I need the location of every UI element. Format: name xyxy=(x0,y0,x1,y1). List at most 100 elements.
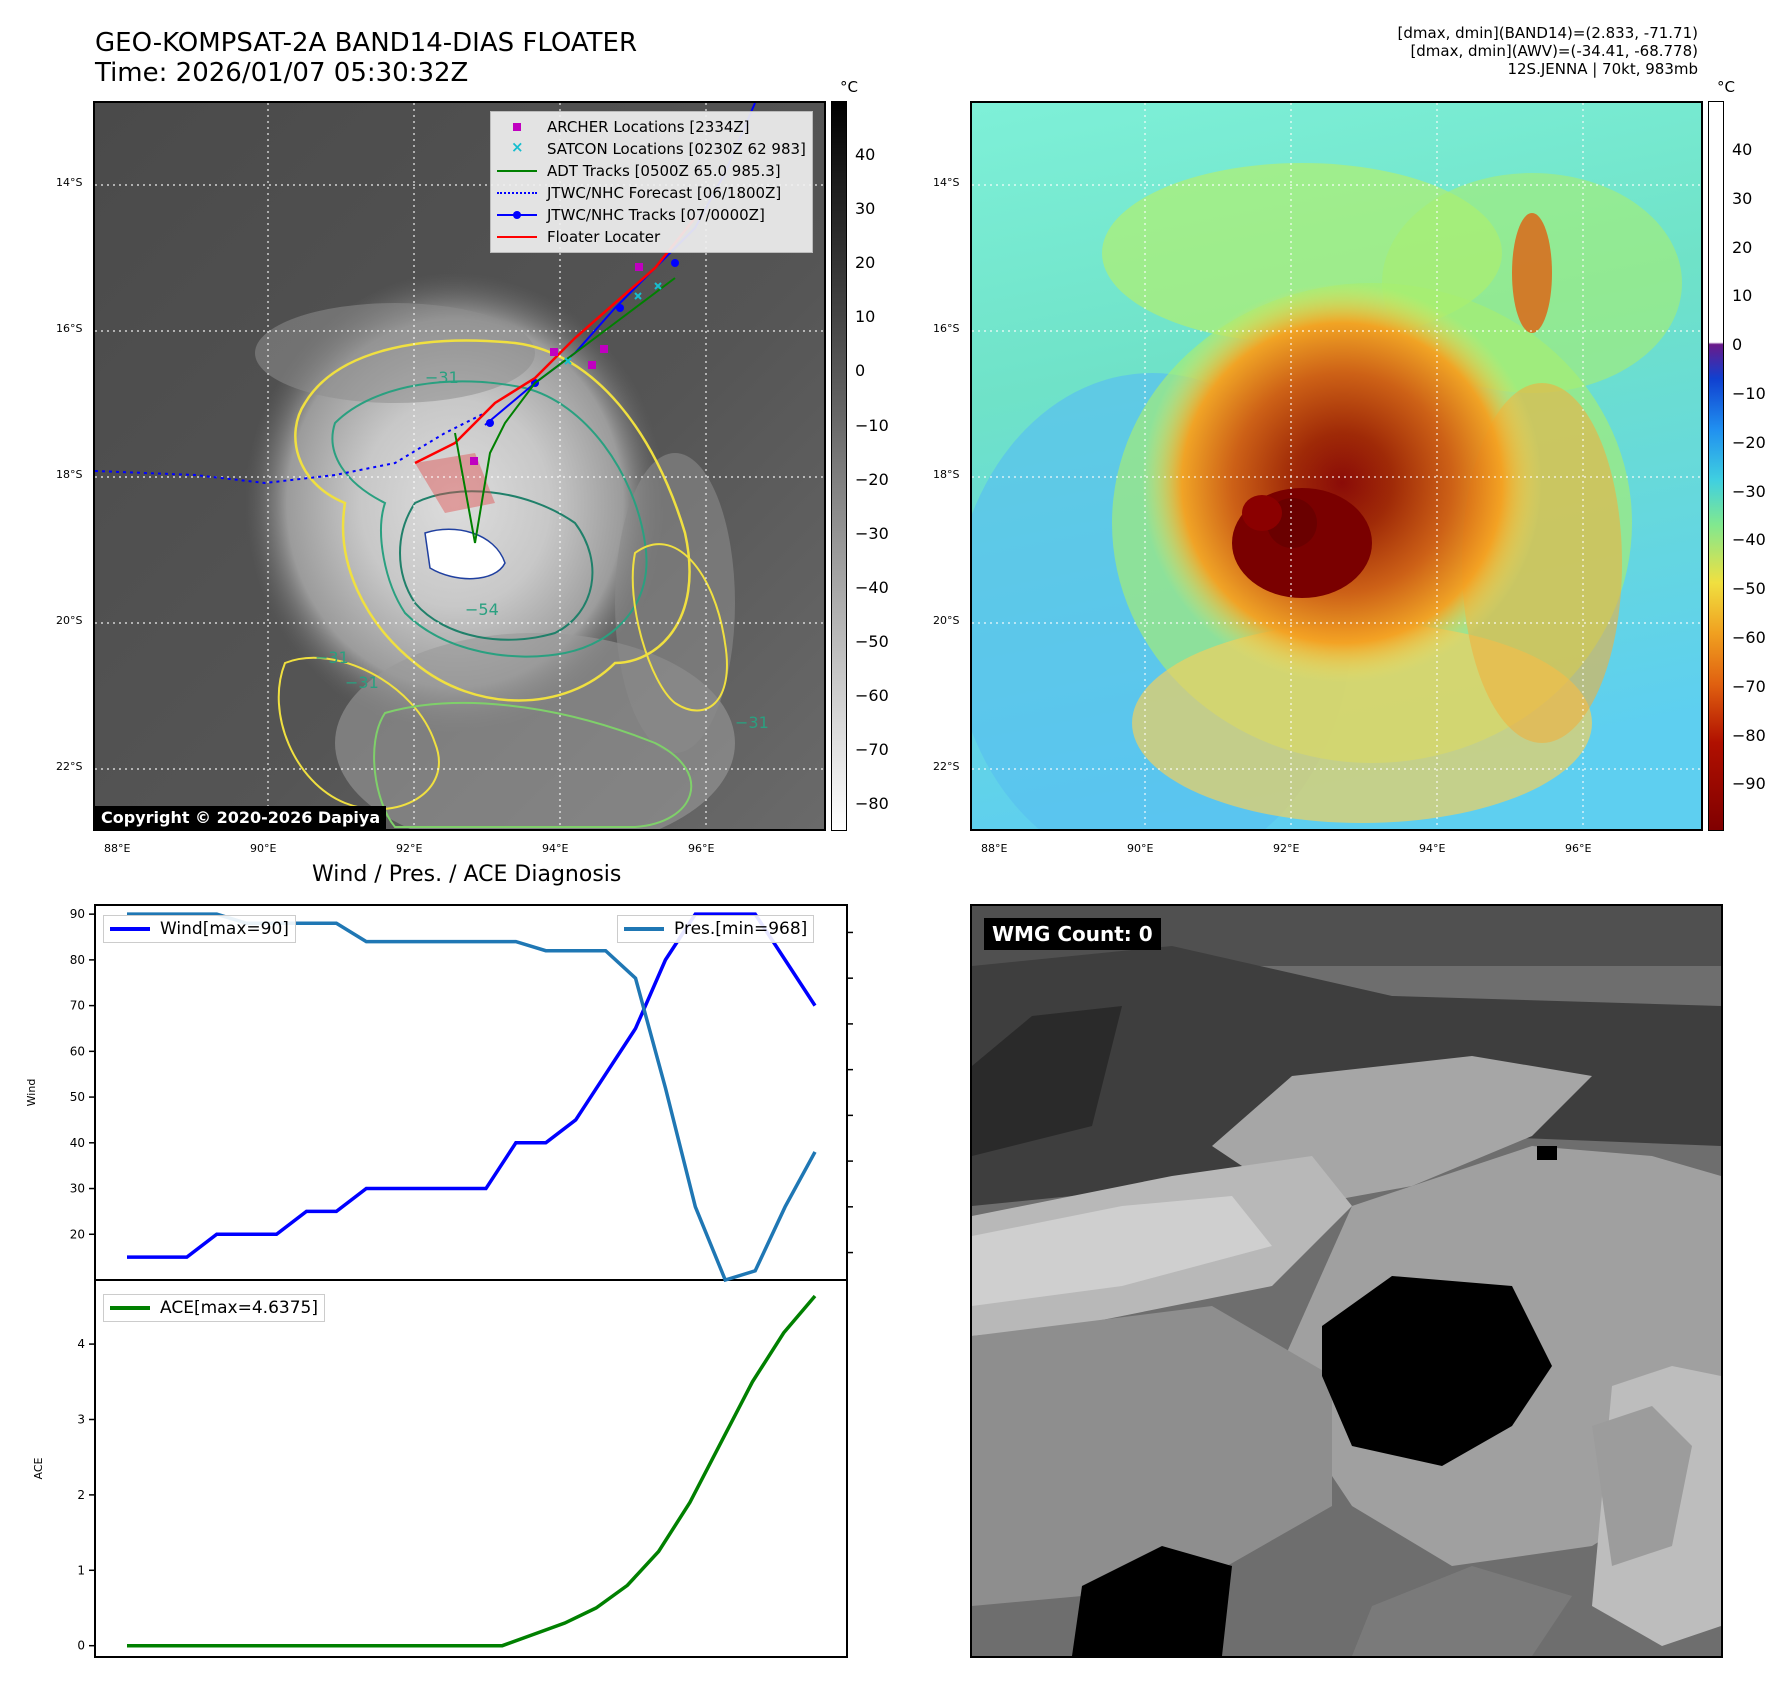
color-colorbar-tick-label: −80 xyxy=(1732,725,1766,745)
pressure-legend-label: Pres.[min=968] xyxy=(674,919,808,939)
ir-colorbar-tick-label: −10 xyxy=(855,415,889,435)
legend-label: SATCON Locations [0230Z 62 983] xyxy=(547,140,806,158)
ir-map-panel: −31 −54 −31 −31 −31 xyxy=(93,101,826,831)
ir-lat-label: 18°S xyxy=(56,468,83,481)
color-colorbar-tick-label: 0 xyxy=(1732,335,1743,355)
wind-tick-label: 70 xyxy=(70,999,85,1013)
color-colorbar-tick-label: −10 xyxy=(1732,384,1766,403)
legend-swatch-square-icon xyxy=(497,120,537,134)
ir-lon-label: 92°E xyxy=(396,842,423,855)
color-lon-label: 94°E xyxy=(1419,842,1446,855)
ir-lon-label: 94°E xyxy=(542,842,569,855)
title-line-1: GEO-KOMPSAT-2A BAND14-DIAS FLOATER xyxy=(95,28,638,58)
ace-axes-frame xyxy=(94,1279,848,1658)
ir-colorbar xyxy=(831,101,847,831)
title-line-2: Time: 2026/01/07 05:30:32Z xyxy=(95,58,469,88)
ace-tick-label: 2 xyxy=(77,1488,85,1502)
stats-header: [dmax, dmin](BAND14)=(2.833, -71.71) [dm… xyxy=(1398,24,1698,78)
ace-tick-label: 0 xyxy=(77,1639,85,1653)
contour-label-1: −31 xyxy=(425,368,459,387)
ir-lon-label: 96°E xyxy=(688,842,715,855)
stats-line-3: 12S.JENNA | 70kt, 983mb xyxy=(1507,60,1698,78)
stats-line-2: [dmax, dmin](AWV)=(-34.41, -68.778) xyxy=(1410,42,1698,60)
contour-label-3: −31 xyxy=(315,648,349,667)
color-lat-label: 14°S xyxy=(933,176,960,189)
page-title: GEO-KOMPSAT-2A BAND14-DIAS FLOATER Time:… xyxy=(95,28,637,88)
legend-swatch-line-icon xyxy=(497,230,537,244)
wind-tick-label: 60 xyxy=(70,1044,85,1058)
wind-legend-label: Wind[max=90] xyxy=(160,919,289,939)
color-colorbar-tick-label: 10 xyxy=(1732,286,1753,306)
ir-lon-label: 88°E xyxy=(104,842,131,855)
ace-legend-line-icon xyxy=(110,1306,150,1310)
color-colorbar-tick-label: −40 xyxy=(1732,530,1766,550)
color-colorbar-tick-label: −20 xyxy=(1732,432,1766,452)
contour-label-5: −31 xyxy=(735,713,769,732)
wind-legend-line-icon xyxy=(110,927,150,931)
ace-legend: ACE[max=4.6375] xyxy=(103,1294,325,1322)
color-colorbar-tick-label: −50 xyxy=(1732,579,1766,599)
ace-tick-label: 3 xyxy=(77,1412,85,1426)
diagnosis-chart: 2030405060708090970975980985990995100010… xyxy=(25,904,853,1658)
color-lon-label: 96°E xyxy=(1565,842,1592,855)
color-colorbar-tick-label: −70 xyxy=(1732,676,1766,696)
ir-colorbar-tick-label: −50 xyxy=(855,631,889,651)
ir-colorbar-tick-label: 20 xyxy=(855,253,876,273)
wind-tick-label: 20 xyxy=(70,1227,85,1241)
wind-series-line xyxy=(127,912,817,1259)
wind-tick-label: 80 xyxy=(70,953,85,967)
wind-tick-label: 90 xyxy=(70,907,85,921)
ir-colorbar-tick-label: 30 xyxy=(855,199,876,219)
color-colorbar-tick-label: 30 xyxy=(1732,188,1753,208)
color-colorbar xyxy=(1708,101,1724,831)
legend-label: JTWC/NHC Tracks [07/0000Z] xyxy=(547,206,765,224)
ir-lat-label: 16°S xyxy=(56,322,83,335)
legend-label: ARCHER Locations [2334Z] xyxy=(547,118,750,136)
stats-line-1: [dmax, dmin](BAND14)=(2.833, -71.71) xyxy=(1397,24,1698,42)
legend-item-adt: ADT Tracks [0500Z 65.0 985.3] xyxy=(497,160,806,182)
wmg-image xyxy=(972,906,1721,1656)
color-colorbar-tick-label: 20 xyxy=(1732,237,1753,257)
legend-swatch-dotted-icon xyxy=(497,186,537,200)
ace-axis-label: ACE xyxy=(32,1457,45,1479)
ir-colorbar-tick-label: −30 xyxy=(855,523,889,543)
pressure-series-line xyxy=(127,912,817,1283)
wind-tick-label: 40 xyxy=(70,1136,85,1150)
ir-colorbar-tick-label: −60 xyxy=(855,686,889,705)
legend-label: Floater Locater xyxy=(547,228,661,246)
legend-item-forecast: JTWC/NHC Forecast [06/1800Z] xyxy=(497,182,806,204)
color-lon-label: 92°E xyxy=(1273,842,1300,855)
color-lon-label: 88°E xyxy=(981,842,1008,855)
wind-legend: Wind[max=90] xyxy=(103,915,296,943)
wmg-panel: WMG Count: 0 xyxy=(970,904,1723,1658)
color-colorbar-tick-label: 40 xyxy=(1732,140,1753,159)
color-colorbar-unit: °C xyxy=(1717,78,1735,96)
ir-colorbar-tick-label: −70 xyxy=(855,740,889,760)
ir-lat-label: 20°S xyxy=(56,614,83,627)
ir-colorbar-tick-label: 10 xyxy=(855,307,876,327)
color-ir-image xyxy=(972,103,1701,829)
contour-label-2: −54 xyxy=(465,600,499,619)
ace-tick-label: 4 xyxy=(77,1337,85,1351)
wind-tick-label: 30 xyxy=(70,1182,85,1196)
contour-label-4: −31 xyxy=(345,673,379,692)
legend-label: ADT Tracks [0500Z 65.0 985.3] xyxy=(547,162,781,180)
color-colorbar-tick-label: −30 xyxy=(1732,481,1766,501)
ir-legend: ARCHER Locations [2334Z] × SATCON Locati… xyxy=(490,111,813,253)
color-lat-label: 16°S xyxy=(933,322,960,335)
pressure-legend: Pres.[min=968] xyxy=(617,915,815,943)
chart-title: Wind / Pres. / ACE Diagnosis xyxy=(312,862,622,887)
legend-swatch-x-icon: × xyxy=(511,138,524,156)
color-colorbar-tick-label: −90 xyxy=(1732,774,1766,794)
wind-pressure-axes-frame xyxy=(94,904,848,1281)
color-colorbar-tick-label: −60 xyxy=(1732,628,1766,647)
ace-tick-label: 1 xyxy=(77,1563,85,1577)
color-lon-label: 90°E xyxy=(1127,842,1154,855)
legend-item-satcon: × SATCON Locations [0230Z 62 983] xyxy=(497,138,806,160)
ace-series-line xyxy=(127,1294,817,1648)
wind-axis-label: Wind xyxy=(25,1079,38,1107)
ir-colorbar-unit: °C xyxy=(840,78,858,96)
ir-lat-label: 14°S xyxy=(56,176,83,189)
color-lat-label: 18°S xyxy=(933,468,960,481)
color-lat-label: 20°S xyxy=(933,614,960,627)
